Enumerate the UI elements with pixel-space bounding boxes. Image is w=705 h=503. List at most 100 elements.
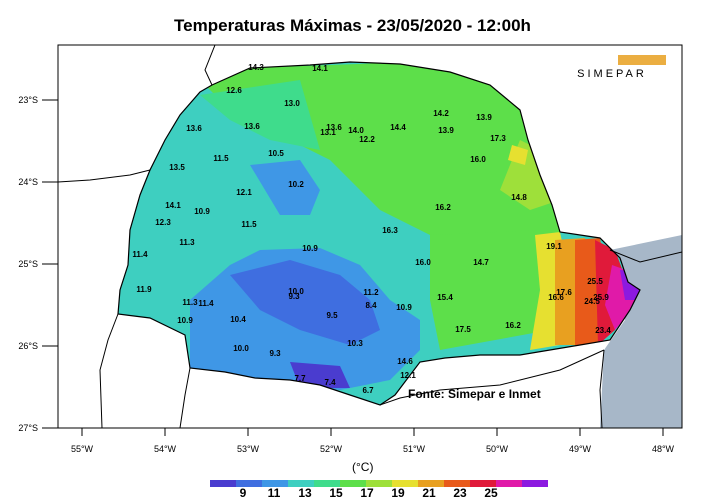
colorbar-swatch <box>314 480 340 487</box>
map-title: Temperaturas Máximas - 23/05/2020 - 12:0… <box>174 16 531 35</box>
lat-tick-label: 24°S <box>18 177 38 187</box>
station-value: 17.5 <box>455 325 471 334</box>
station-value: 11.9 <box>136 285 152 294</box>
station-value: 17.3 <box>490 134 506 143</box>
colorbar-tick-label: 15 <box>329 486 343 500</box>
station-value: 13.6 <box>186 124 202 133</box>
station-value: 11.5 <box>241 220 257 229</box>
station-value: 16.2 <box>435 203 451 212</box>
colorbar-swatch <box>444 480 470 487</box>
station-value: 14.7 <box>473 258 489 267</box>
colorbar-unit: (°C) <box>352 460 374 474</box>
lon-tick-label: 48°W <box>652 444 675 454</box>
station-value: 12.1 <box>400 371 416 380</box>
source-label: Fonte: Simepar e Inmet <box>408 387 541 401</box>
station-value: 9.3 <box>288 292 300 301</box>
station-value: 12.6 <box>226 86 242 95</box>
lat-tick-label: 27°S <box>18 423 38 433</box>
latitude-axis: 23°S 24°S 25°S 26°S 27°S <box>18 95 58 433</box>
station-value: 14.2 <box>433 109 449 118</box>
station-value: 9.3 <box>269 349 281 358</box>
station-value: 13.5 <box>169 163 185 172</box>
colorbar-tick-label: 23 <box>453 486 467 500</box>
station-value: 11.2 <box>363 288 379 297</box>
lon-tick-label: 53°W <box>237 444 260 454</box>
colorbar-swatch <box>470 480 496 487</box>
colorbar-swatch <box>288 480 314 487</box>
lat-tick-label: 23°S <box>18 95 38 105</box>
station-value: 11.3 <box>179 238 195 247</box>
colorbar-tick-label: 19 <box>391 486 405 500</box>
simepar-logo: SIMEPAR <box>577 55 666 80</box>
colorbar-swatch <box>340 480 366 487</box>
lat-tick-label: 26°S <box>18 341 38 351</box>
lon-tick-label: 52°W <box>320 444 343 454</box>
longitude-axis: 55°W 54°W 53°W 52°W 51°W 50°W 49°W 48°W <box>71 428 675 454</box>
station-value: 16.0 <box>415 258 431 267</box>
lat-tick-label: 25°S <box>18 259 38 269</box>
station-value: 10.9 <box>396 303 412 312</box>
colorbar-swatch <box>418 480 444 487</box>
colorbar-swatch <box>366 480 392 487</box>
station-value: 10.9 <box>177 316 193 325</box>
colorbar-swatch <box>496 480 522 487</box>
colorbar-swatch <box>210 480 236 487</box>
neighbor-borders <box>58 45 682 428</box>
colorbar-swatch <box>522 480 548 487</box>
colorbar-tick-label: 9 <box>239 486 247 500</box>
station-value: 10.0 <box>233 344 249 353</box>
station-value: 17.6 <box>556 288 572 297</box>
station-value: 23.4 <box>595 326 611 335</box>
lon-tick-label: 49°W <box>569 444 592 454</box>
lon-tick-label: 50°W <box>486 444 509 454</box>
colorbar-swatch <box>262 480 288 487</box>
lon-tick-label: 55°W <box>71 444 94 454</box>
logo-text: SIMEPAR <box>577 68 647 80</box>
station-value: 7.7 <box>294 374 306 383</box>
station-value: 14.1 <box>165 201 181 210</box>
station-value: 13.9 <box>438 126 454 135</box>
station-value: 10.2 <box>288 180 304 189</box>
station-value: 19.1 <box>546 242 562 251</box>
station-value: 13.1 <box>320 128 336 137</box>
station-value: 10.5 <box>268 149 284 158</box>
station-value: 10.3 <box>347 339 363 348</box>
station-value: 11.4 <box>198 299 214 308</box>
colorbar-swatch <box>236 480 262 487</box>
station-value: 14.4 <box>390 123 406 132</box>
plot-frame <box>57 44 683 429</box>
station-value: 16.3 <box>382 226 398 235</box>
station-value: 24.5 <box>584 297 600 306</box>
station-labels: 14.3 14.1 12.6 13.0 14.2 13.6 13.9 13.6 13.6 14.0… <box>132 63 611 395</box>
colorbar-tick-label: 21 <box>422 486 436 500</box>
colorbar-tick-label: 17 <box>360 486 374 500</box>
station-value: 10.0 <box>288 287 304 296</box>
colorbar-tick-label: 13 <box>298 486 312 500</box>
station-value: 14.1 <box>312 64 328 73</box>
station-value: 16.2 <box>505 321 521 330</box>
station-value: 14.3 <box>248 63 264 72</box>
station-value: 9.5 <box>326 311 338 320</box>
station-value: 8.4 <box>365 301 377 310</box>
station-value: 7.4 <box>324 378 336 387</box>
station-value: 25.5 <box>587 277 603 286</box>
station-value: 11.4 <box>132 250 148 259</box>
colorbar-tick-label: 25 <box>484 486 498 500</box>
colorbar <box>210 480 548 487</box>
station-value: 16.6 <box>548 293 564 302</box>
station-value: 16.0 <box>470 155 486 164</box>
state-outline <box>117 61 641 406</box>
station-value: 12.1 <box>236 188 252 197</box>
station-value: 14.8 <box>511 193 527 202</box>
station-value: 12.2 <box>359 135 375 144</box>
colorbar-swatch <box>392 480 418 487</box>
station-value: 11.3 <box>182 298 198 307</box>
station-value: 25.9 <box>593 293 609 302</box>
station-value: 13.9 <box>476 113 492 122</box>
station-value: 13.6 <box>326 123 342 132</box>
station-value: 10.9 <box>194 207 210 216</box>
station-value: 13.0 <box>284 99 300 108</box>
lon-tick-label: 54°W <box>154 444 177 454</box>
lon-tick-label: 51°W <box>403 444 426 454</box>
